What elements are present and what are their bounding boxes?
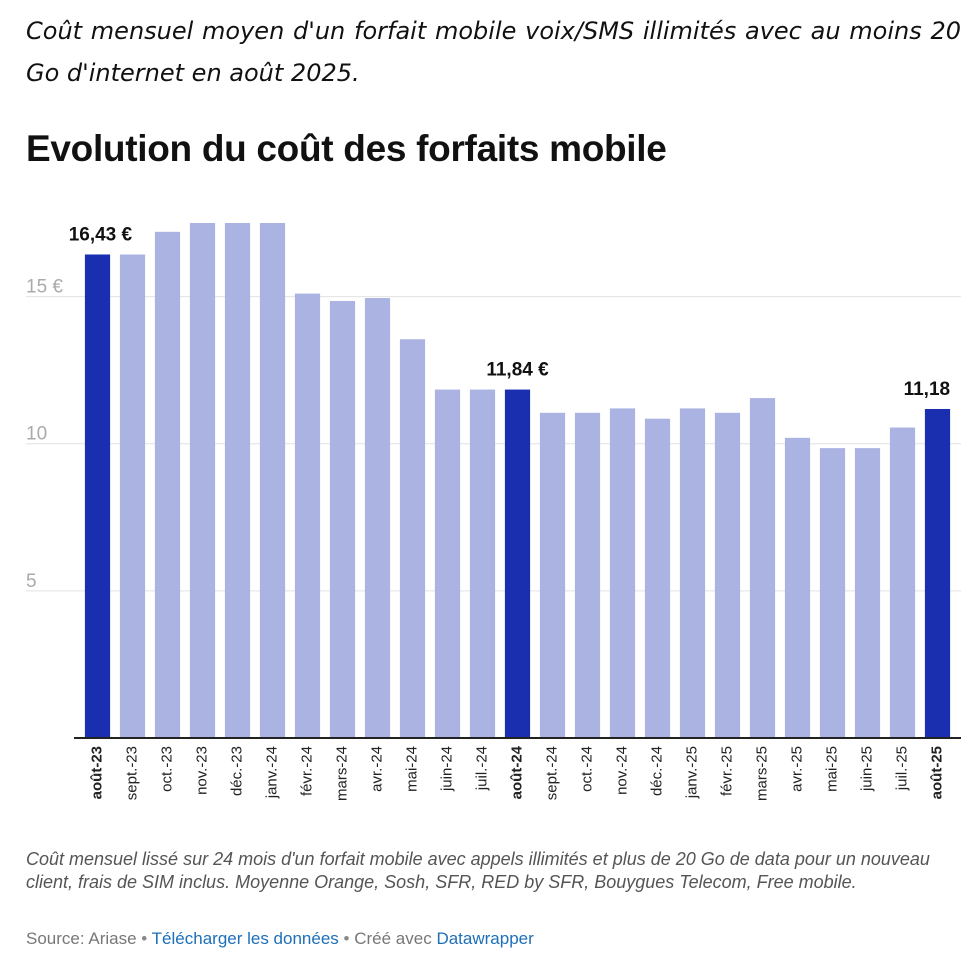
chart-headline: Evolution du coût des forfaits mobile	[26, 128, 667, 169]
x-tick-label: mai-25	[823, 746, 840, 792]
x-tick-label: août-25	[928, 746, 945, 799]
created-with-text: Créé avec	[354, 929, 432, 948]
bar	[819, 448, 846, 738]
x-tick-label: juil.-24	[473, 746, 490, 791]
x-tick-label: mars-25	[753, 746, 770, 801]
x-tick-label: nov.-23	[193, 746, 210, 795]
bar	[889, 427, 916, 738]
bar	[714, 412, 741, 738]
x-tick-label: janv.-24	[263, 746, 280, 799]
chart-footer: Source: Ariase • Télécharger les données…	[26, 929, 534, 949]
x-tick-label: mai-24	[403, 746, 420, 792]
x-tick-label: avr.-25	[788, 746, 805, 792]
bar	[854, 448, 881, 738]
data-label: 11,18	[904, 379, 951, 400]
data-label: 16,43 €	[69, 224, 133, 245]
bar	[434, 389, 461, 738]
x-tick-label: nov.-24	[613, 746, 630, 795]
y-tick-label: 5	[26, 571, 37, 592]
bar	[504, 389, 531, 738]
source-text: Source: Ariase	[26, 929, 137, 948]
bar	[399, 339, 426, 738]
x-tick-label: juin-25	[858, 746, 875, 792]
chart-notes: Coût mensuel lissé sur 24 mois d'un forf…	[26, 849, 930, 892]
separator-dot: •	[343, 929, 350, 948]
data-label: 11,84 €	[486, 360, 549, 381]
x-tick-label: févr.-25	[718, 746, 735, 796]
x-tick-label: avr.-24	[368, 746, 385, 792]
bar	[224, 223, 251, 738]
bar	[749, 398, 776, 738]
x-tick-label: août-23	[88, 746, 105, 799]
bar	[539, 412, 566, 738]
x-tick-label: oct.-24	[578, 746, 595, 792]
download-data-link[interactable]: Télécharger les données	[151, 929, 339, 948]
bar	[469, 389, 496, 738]
bar	[154, 231, 181, 739]
bar	[329, 300, 356, 738]
bar	[644, 418, 671, 738]
bar	[574, 412, 601, 738]
bar	[259, 223, 286, 738]
x-tick-label: août-24	[508, 745, 525, 799]
x-tick-label: juin-24	[438, 746, 455, 792]
x-tick-label: janv.-25	[683, 746, 700, 799]
x-tick-label: mars-24	[333, 746, 350, 801]
x-tick-label: déc.-23	[228, 746, 245, 796]
x-tick-label: sept.-24	[543, 746, 560, 800]
bar	[189, 223, 216, 738]
separator-dot: •	[141, 929, 148, 948]
bar	[679, 408, 706, 738]
x-tick-label: sept.-23	[123, 746, 140, 800]
x-tick-label: oct.-23	[158, 746, 175, 792]
datawrapper-link[interactable]: Datawrapper	[436, 929, 534, 948]
x-tick-label: févr.-24	[298, 746, 315, 796]
bar	[924, 408, 951, 738]
bar	[119, 254, 146, 738]
bar	[784, 437, 811, 738]
bar	[609, 408, 636, 738]
x-tick-label: déc.-24	[648, 746, 665, 796]
bar	[364, 298, 391, 738]
bar	[294, 293, 321, 738]
y-tick-label: 10	[26, 424, 47, 445]
y-tick-label: 15 €	[26, 277, 63, 298]
bar-chart: 15 € 10 5 août-23 sept.-23 oct.-23 nov.-23 déc.…	[26, 223, 961, 801]
bar	[84, 254, 111, 738]
chart-intro: Coût mensuel moyen d'un forfait mobile v…	[26, 17, 961, 87]
x-tick-label: juil.-25	[893, 746, 910, 791]
